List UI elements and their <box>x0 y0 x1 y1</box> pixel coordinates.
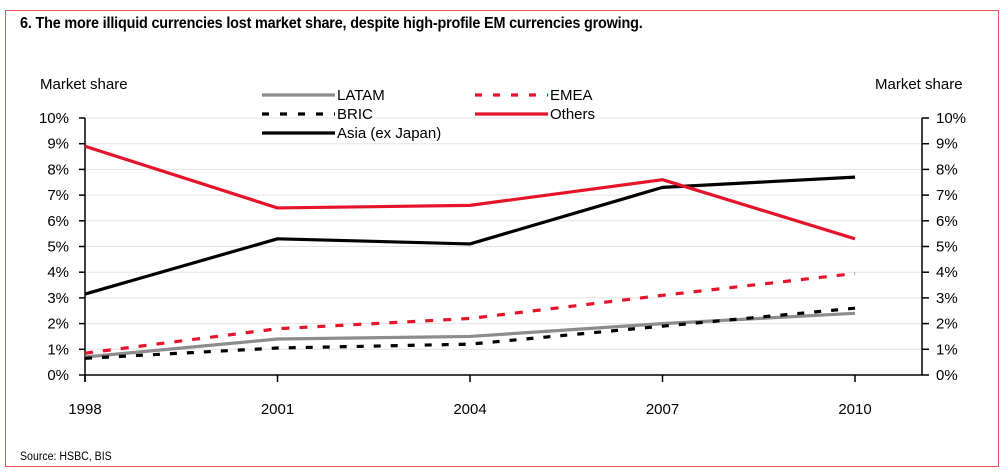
chart-title: 6. The more illiquid currencies lost mar… <box>20 15 643 32</box>
y-tick-label-left: 9% <box>47 136 69 153</box>
legend-item: BRIC <box>262 106 373 123</box>
y-tick-label-left: 2% <box>47 316 69 333</box>
y-tick-label-left: 6% <box>47 213 69 230</box>
series-lines <box>84 144 856 360</box>
y-tick-label-right: 8% <box>936 161 958 178</box>
x-tick-label: 2007 <box>646 401 679 418</box>
y-tick-label-right: 0% <box>936 367 958 384</box>
legend-label: BRIC <box>337 106 373 123</box>
y-tick-label-right: 3% <box>936 290 958 307</box>
gridlines <box>85 117 922 350</box>
y-tick-label-right: 1% <box>936 341 958 358</box>
x-tick-label: 1998 <box>68 401 101 418</box>
y-tick-label-right: 2% <box>936 316 958 333</box>
y-tick-label-left: 10% <box>39 110 69 127</box>
legend-label: Asia (ex Japan) <box>337 125 441 142</box>
y-tick-label-left: 0% <box>47 367 69 384</box>
y-tick-label-right: 6% <box>936 213 958 230</box>
x-tick-label: 2001 <box>261 401 294 418</box>
legend-item: LATAM <box>262 87 385 104</box>
series-line-bric <box>84 306 856 360</box>
y-tick-label-right: 9% <box>936 136 958 153</box>
y-axis-title-right: Market share <box>875 76 963 93</box>
x-tick-label: 2004 <box>453 401 486 418</box>
y-tick-label-right: 7% <box>936 187 958 204</box>
y-tick-label-left: 4% <box>47 264 69 281</box>
legend: LATAM EMEA BRIC Others Asia (ex Japan) <box>262 87 595 142</box>
y-tick-label-right: 10% <box>936 110 966 127</box>
series-line-others <box>84 144 856 241</box>
y-tick-label-left: 1% <box>47 341 69 358</box>
series-line-asia-ex-japan <box>84 175 856 296</box>
x-tick-label: 2010 <box>838 401 871 418</box>
series-line-emea <box>84 271 856 355</box>
legend-item: EMEA <box>475 87 593 104</box>
y-tick-label-left: 7% <box>47 187 69 204</box>
source-note: Source: HSBC, BIS <box>20 451 112 463</box>
y-axis-title-left: Market share <box>40 76 128 93</box>
axes <box>79 117 929 382</box>
legend-item: Asia (ex Japan) <box>262 125 441 142</box>
series-line-latam <box>84 311 856 359</box>
tick-labels: 0% 0% 1% 1% 2% 2% 3% 3% 4% 4% 5% 5% 6% 6% 7% 7% 8% 8% 9% 9%… <box>39 110 966 418</box>
chart-frame <box>5 10 999 467</box>
legend-label: EMEA <box>550 87 593 104</box>
legend-label: LATAM <box>337 87 385 104</box>
y-tick-label-left: 3% <box>47 290 69 307</box>
y-tick-label-right: 5% <box>936 239 958 256</box>
legend-item: Others <box>475 106 595 123</box>
legend-label: Others <box>550 106 595 123</box>
y-tick-label-right: 4% <box>936 264 958 281</box>
y-tick-label-left: 8% <box>47 161 69 178</box>
y-tick-label-left: 5% <box>47 239 69 256</box>
